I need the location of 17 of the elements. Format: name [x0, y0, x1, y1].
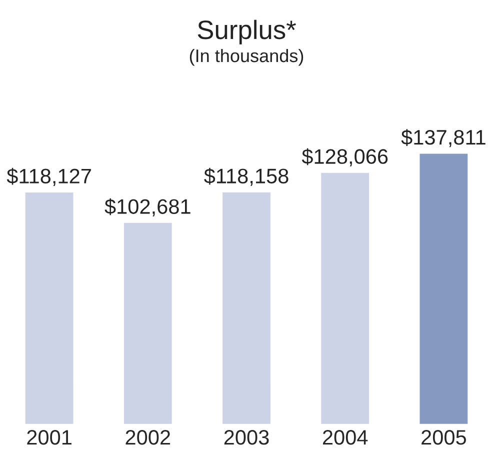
x-tick-label: 2003: [224, 430, 269, 445]
chart-title: Surplus*: [198, 20, 296, 44]
x-tick-label: 2001: [27, 430, 72, 445]
data-label: $137,811: [401, 129, 486, 148]
bar: [320, 172, 370, 425]
bar: [24, 191, 75, 425]
x-tick-label: 2004: [322, 430, 368, 445]
x-tick-label: 2005: [422, 430, 466, 445]
bar: [221, 191, 272, 425]
bar: [122, 222, 174, 425]
data-label: $102,681: [104, 198, 190, 216]
bar: [418, 152, 470, 425]
data-label: $118,158: [204, 168, 288, 186]
x-tick-label: 2002: [126, 430, 170, 445]
chart-subtitle: (In thousands): [190, 48, 304, 66]
data-label: $118,127: [6, 168, 91, 186]
data-label: $128,066: [302, 148, 388, 166]
